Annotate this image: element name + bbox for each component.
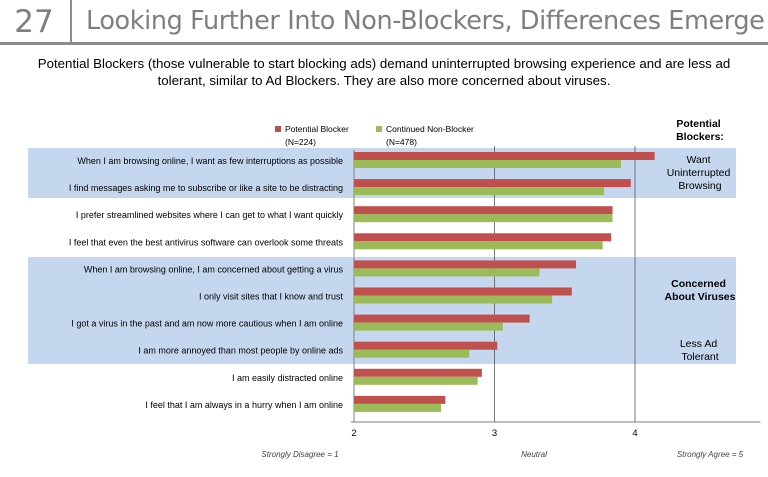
bar-continued-non-blocker-2 xyxy=(354,187,605,196)
bar-potential-blocker-3 xyxy=(354,206,613,215)
bar-potential-blocker-5 xyxy=(354,260,576,269)
side-header-line-2: Blockers: xyxy=(676,131,724,143)
bar-potential-blocker-6 xyxy=(354,287,572,296)
legend: Potential Blocker (N=224) Continued Non-… xyxy=(275,124,474,147)
legend-label-continued-non-blocker: Continued Non-Blocker xyxy=(386,124,474,134)
slide-number-divider xyxy=(70,0,72,44)
category-labels: When I am browsing online, I want as few… xyxy=(69,156,344,410)
side-header-line-1: Potential xyxy=(676,118,720,130)
legend-n-potential-blocker: (N=224) xyxy=(285,137,316,147)
side-header: Potential Blockers: xyxy=(676,118,724,143)
annotation-uninterrupted: Want Uninterrupted Browsing xyxy=(667,154,734,192)
annotation-less-ad-tolerant-line-2: Tolerant xyxy=(681,351,718,363)
bar-continued-non-blocker-7 xyxy=(354,322,503,331)
bar-potential-blocker-1 xyxy=(354,152,655,160)
bar-potential-blocker-9 xyxy=(354,368,482,377)
scale-label-neutral: Neutral xyxy=(521,450,547,459)
category-label: When I am browsing online, I want as few… xyxy=(77,156,343,166)
bar-continued-non-blocker-3 xyxy=(354,214,613,223)
annotation-less-ad-tolerant: Less Ad Tolerant xyxy=(680,338,720,363)
scale-label-agree: Strongly Agree = 5 xyxy=(677,450,744,459)
bar-potential-blocker-7 xyxy=(354,314,530,323)
legend-n-continued-non-blocker: (N=478) xyxy=(386,137,417,147)
x-tick-labels: 2 3 4 xyxy=(351,428,637,439)
bar-continued-non-blocker-8 xyxy=(354,349,470,358)
annotation-less-ad-tolerant-line-1: Less Ad xyxy=(680,338,718,350)
legend-swatch-potential-blocker xyxy=(275,126,281,132)
category-label: I am more annoyed than most people by on… xyxy=(138,346,343,356)
slide-number: 27 xyxy=(14,4,54,40)
bar-continued-non-blocker-5 xyxy=(354,268,540,277)
category-label: I feel that even the best antivirus soft… xyxy=(69,237,344,247)
subtitle-line-1: Potential Blockers (those vulnerable to … xyxy=(37,56,731,71)
bar-potential-blocker-4 xyxy=(354,233,612,242)
scale-label-disagree: Strongly Disagree = 1 xyxy=(261,450,338,459)
bar-continued-non-blocker-6 xyxy=(354,295,553,304)
subtitle-line-2: tolerant, similar to Ad Blockers. They a… xyxy=(157,73,611,88)
slide-subtitle: Potential Blockers (those vulnerable to … xyxy=(0,55,768,89)
x-tick-label: 4 xyxy=(632,428,637,439)
category-label: I feel that I am always in a hurry when … xyxy=(145,400,343,410)
bar-continued-non-blocker-4 xyxy=(354,241,603,250)
annotation-viruses-line-2: About Viruses xyxy=(665,291,736,303)
annotation-viruses-line-1: Concerned xyxy=(671,278,726,290)
annotation-uninterrupted-line-1: Want xyxy=(686,154,710,166)
header-rule xyxy=(0,42,768,45)
x-tick-label: 3 xyxy=(492,428,497,439)
bars xyxy=(354,152,655,412)
category-label: When I am browsing online, I am concerne… xyxy=(84,264,344,274)
legend-swatch-continued-non-blocker xyxy=(376,126,382,132)
category-label: I got a virus in the past and am now mor… xyxy=(71,319,343,329)
legend-label-potential-blocker: Potential Blocker xyxy=(285,124,349,134)
annotation-uninterrupted-line-3: Browsing xyxy=(678,180,721,192)
bar-potential-blocker-8 xyxy=(354,341,498,350)
bar-continued-non-blocker-10 xyxy=(354,403,442,412)
bar-continued-non-blocker-1 xyxy=(354,160,621,168)
bar-potential-blocker-10 xyxy=(354,395,446,404)
scale-labels: Strongly Disagree = 1 Neutral Strongly A… xyxy=(261,450,743,459)
annotation-viruses: Concerned About Viruses xyxy=(665,278,736,303)
category-label: I am easily distracted online xyxy=(232,373,343,383)
bar-continued-non-blocker-9 xyxy=(354,376,478,385)
x-tick-label: 2 xyxy=(351,428,356,439)
category-label: I only visit sites that I know and trust xyxy=(199,292,344,302)
slide-title: Looking Further Into Non-Blockers, Diffe… xyxy=(86,6,765,36)
category-label: I prefer streamlined websites where I ca… xyxy=(76,210,344,220)
side-annotations: Potential Blockers: Want Uninterrupted B… xyxy=(665,118,736,363)
category-label: I find messages asking me to subscribe o… xyxy=(69,183,343,193)
bar-potential-blocker-2 xyxy=(354,179,631,188)
annotation-uninterrupted-line-2: Uninterrupted xyxy=(667,167,731,179)
